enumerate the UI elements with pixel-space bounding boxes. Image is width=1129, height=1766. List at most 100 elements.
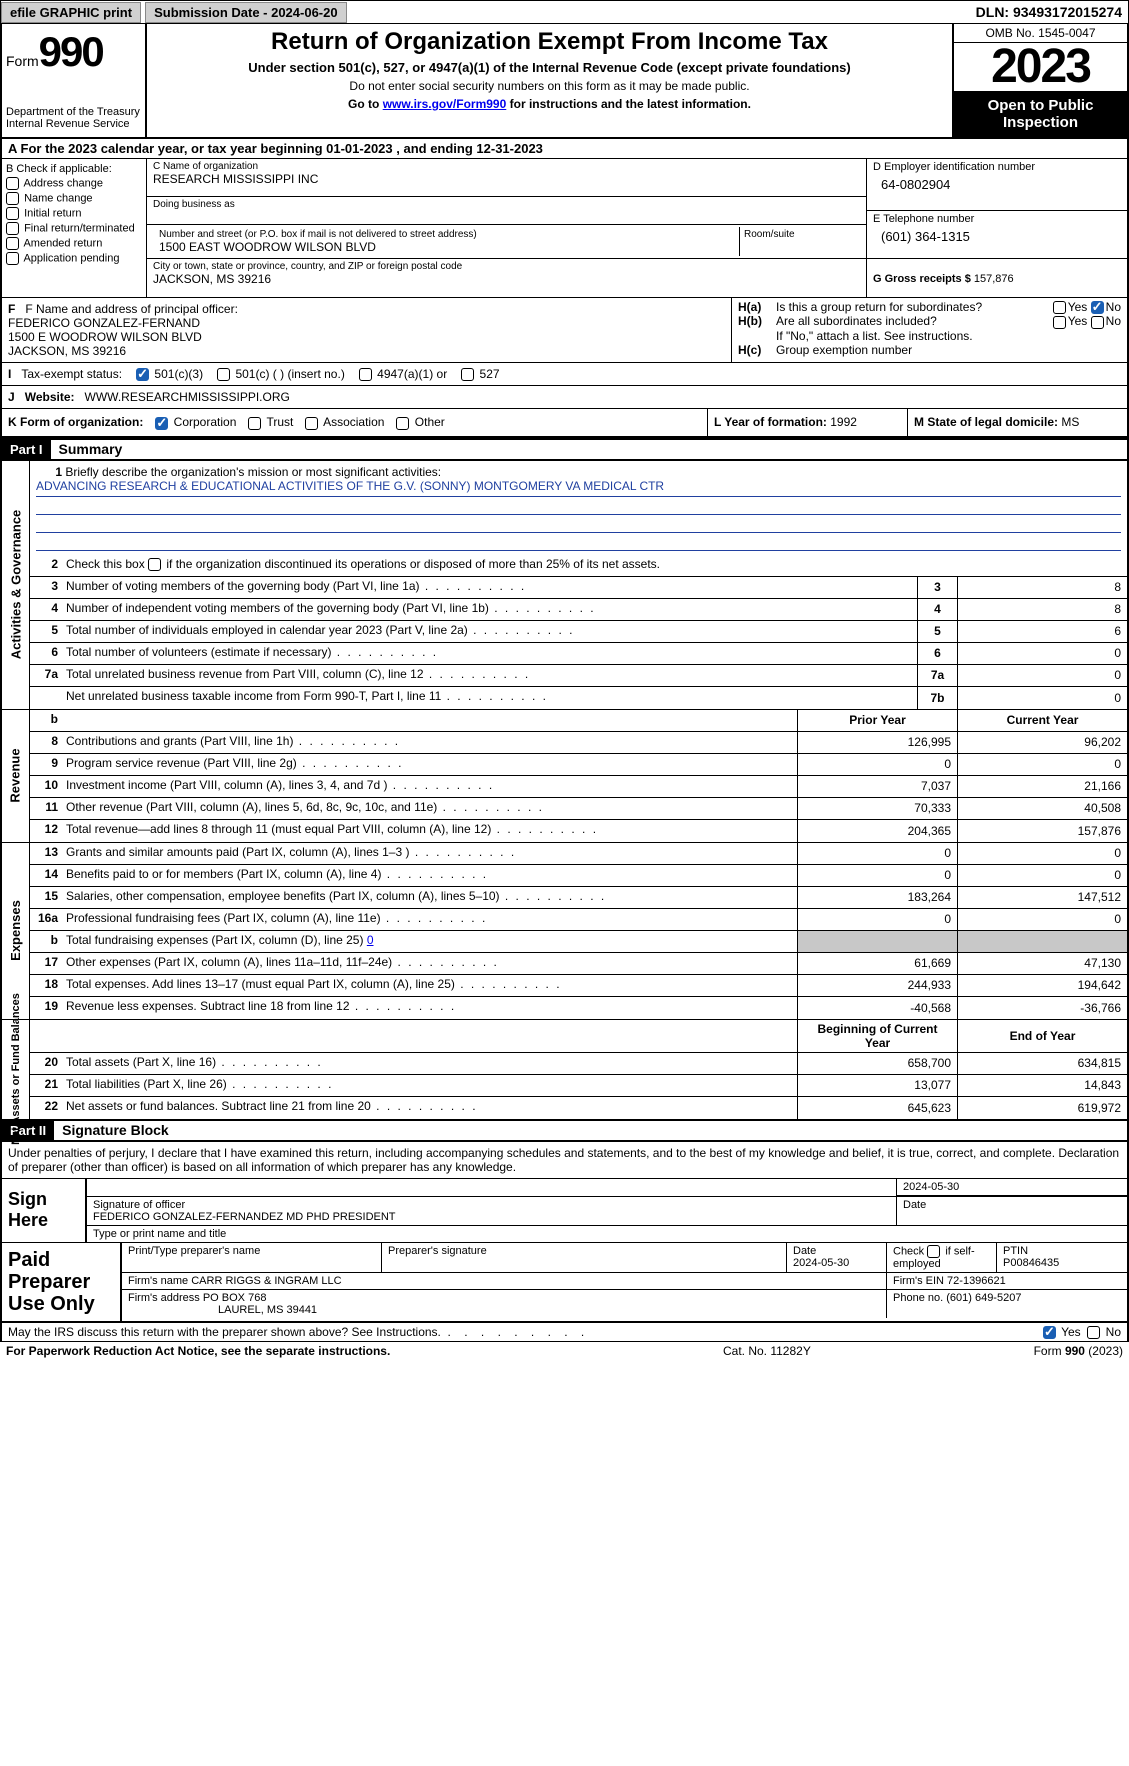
table-row: 16aProfessional fundraising fees (Part I…: [30, 909, 1127, 931]
row-desc: Total expenses. Add lines 13–17 (must eq…: [62, 975, 797, 996]
chk-address-change[interactable]: [6, 177, 19, 190]
chk-initial-return[interactable]: [6, 207, 19, 220]
chk-discuss-no[interactable]: [1087, 1326, 1100, 1339]
form-header: Form990 Department of the Treasury Inter…: [0, 24, 1129, 139]
topbar: efile GRAPHIC print Submission Date - 20…: [0, 0, 1129, 24]
state-domicile-value: MS: [1061, 415, 1079, 429]
chk-501c[interactable]: [217, 368, 230, 381]
mission-blank3: [36, 533, 1121, 551]
vtitle-governance: Activities & Governance: [8, 510, 23, 660]
row-current: 619,972: [957, 1097, 1127, 1119]
row-num: 20: [30, 1053, 62, 1074]
row-current: 96,202: [957, 732, 1127, 753]
paid-preparer-block: Paid Preparer Use Only Print/Type prepar…: [0, 1243, 1129, 1323]
efile-print-button[interactable]: efile GRAPHIC print: [1, 2, 141, 23]
l1-num: 1: [36, 465, 62, 479]
goto-suffix: for instructions and the latest informat…: [506, 97, 751, 111]
chk-name-change[interactable]: [6, 192, 19, 205]
l7b-val: 0: [957, 687, 1127, 709]
signature-declaration: Under penalties of perjury, I declare th…: [0, 1142, 1129, 1179]
col-de-contact: D Employer identification number64-08029…: [867, 159, 1127, 297]
table-row: 12Total revenue—add lines 8 through 11 (…: [30, 820, 1127, 842]
chk-527[interactable]: [461, 368, 474, 381]
form-number: 990: [39, 28, 103, 75]
chk-501c3[interactable]: [136, 368, 149, 381]
row-i-label: I: [8, 367, 11, 381]
table-row: 8Contributions and grants (Part VIII, li…: [30, 732, 1127, 754]
table-row: 17Other expenses (Part IX, column (A), l…: [30, 953, 1127, 975]
irs-label: Internal Revenue Service: [6, 118, 141, 130]
chk-ha-no[interactable]: [1091, 301, 1104, 314]
table-row: 20Total assets (Part X, line 16)658,7006…: [30, 1053, 1127, 1075]
row-current: 194,642: [957, 975, 1127, 996]
chk-hb-no[interactable]: [1091, 316, 1104, 329]
gross-receipts-value: 157,876: [974, 273, 1014, 285]
chk-ha-yes[interactable]: [1053, 301, 1066, 314]
l7b-desc: Net unrelated business taxable income fr…: [62, 687, 917, 709]
l4-desc: Number of independent voting members of …: [62, 599, 917, 620]
row-num: 17: [30, 953, 62, 974]
row-desc: Total liabilities (Part X, line 26): [62, 1075, 797, 1096]
irs-form990-link[interactable]: www.irs.gov/Form990: [383, 97, 507, 111]
row-num: 8: [30, 732, 62, 753]
chk-discontinued[interactable]: [148, 558, 161, 571]
mission-blank2: [36, 515, 1121, 533]
row-k-label: K Form of organization:: [8, 415, 143, 429]
ha-text: Is this a group return for subordinates?: [776, 300, 1021, 314]
lbl-initial-return: Initial return: [24, 207, 81, 219]
row-desc: Grants and similar amounts paid (Part IX…: [62, 843, 797, 864]
chk-final-return[interactable]: [6, 222, 19, 235]
row-desc: Total assets (Part X, line 16): [62, 1053, 797, 1074]
chk-amended-return[interactable]: [6, 237, 19, 250]
row-prior: 126,995: [797, 732, 957, 753]
form-title: Return of Organization Exempt From Incom…: [153, 28, 946, 56]
row-prior: 183,264: [797, 887, 957, 908]
row-prior: -40,568: [797, 997, 957, 1019]
chk-discuss-yes[interactable]: [1043, 1326, 1056, 1339]
row-prior: 204,365: [797, 820, 957, 842]
row-current: 0: [957, 754, 1127, 775]
tax-year: 2023: [954, 43, 1127, 91]
row-prior: 13,077: [797, 1075, 957, 1096]
row-current: 40,508: [957, 798, 1127, 819]
form-prefix: Form: [6, 53, 39, 69]
row-num: 14: [30, 865, 62, 886]
city-label: City or town, state or province, country…: [153, 261, 860, 272]
chk-assoc[interactable]: [305, 417, 318, 430]
ha-label: H(a): [738, 300, 776, 314]
lbl-501c: 501(c) ( ) (insert no.): [235, 367, 344, 381]
chk-corp[interactable]: [155, 417, 168, 430]
self-employed-check-label: Check: [893, 1245, 924, 1257]
lbl-501c3: 501(c)(3): [154, 367, 203, 381]
row-desc: Program service revenue (Part VIII, line…: [62, 754, 797, 775]
l6-cellnum: 6: [917, 643, 957, 664]
l2-desc: Check this box if the organization disco…: [62, 555, 1127, 576]
row-prior: [797, 931, 957, 952]
chk-application-pending[interactable]: [6, 252, 19, 265]
row-current: 0: [957, 843, 1127, 864]
website-label: Website:: [25, 390, 75, 404]
row-prior: 658,700: [797, 1053, 957, 1074]
dln-label: DLN: 93493172015274: [976, 4, 1128, 20]
l4-num: 4: [30, 599, 62, 620]
irs-discuss-question: May the IRS discuss this return with the…: [8, 1325, 441, 1339]
l3-val: 8: [957, 577, 1127, 598]
chk-trust[interactable]: [248, 417, 261, 430]
hc-label: H(c): [738, 343, 776, 357]
row-num: 22: [30, 1097, 62, 1119]
col-current-year: Current Year: [957, 710, 1127, 731]
chk-hb-yes[interactable]: [1053, 316, 1066, 329]
row-j-label: J: [8, 390, 15, 404]
vtitle-expenses: Expenses: [8, 900, 23, 961]
row-prior: 70,333: [797, 798, 957, 819]
row-current: 47,130: [957, 953, 1127, 974]
tax-exempt-label: Tax-exempt status:: [21, 367, 122, 381]
footer-dots: . . . . . . . . .: [441, 1325, 1043, 1339]
row-prior: 0: [797, 865, 957, 886]
firm-ein-value: 72-1396621: [947, 1275, 1006, 1287]
chk-4947[interactable]: [359, 368, 372, 381]
chk-other[interactable]: [396, 417, 409, 430]
chk-self-employed[interactable]: [927, 1245, 940, 1258]
fundraising-link[interactable]: 0: [367, 933, 374, 947]
row-current: 21,166: [957, 776, 1127, 797]
